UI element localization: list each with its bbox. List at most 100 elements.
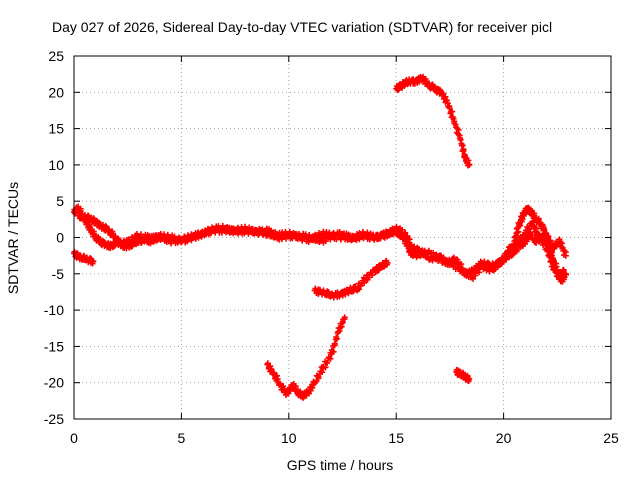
y-tick-label: 20 (48, 84, 64, 100)
series-late-spike (511, 204, 569, 285)
data-point-marker (440, 90, 447, 97)
chart-title: Day 027 of 2026, Sidereal Day-to-day VTE… (52, 19, 552, 35)
data-point-marker (562, 252, 569, 259)
plot-data (71, 73, 569, 401)
data-point-marker (449, 113, 456, 120)
x-tick-label: 25 (603, 430, 619, 446)
data-point-marker (338, 320, 345, 327)
x-tick-label: 0 (70, 430, 78, 446)
data-point-marker (454, 256, 461, 263)
data-point-marker (364, 229, 371, 236)
data-point-marker (470, 275, 477, 282)
data-point-marker (110, 230, 117, 237)
data-point-marker (322, 364, 329, 371)
data-point-marker (456, 132, 463, 139)
data-point-marker (457, 136, 464, 143)
series-main-track-b (75, 210, 415, 249)
data-point-marker (248, 225, 255, 232)
series-mid-rise (311, 257, 391, 301)
data-point-marker (343, 234, 350, 241)
data-point-marker (465, 157, 472, 164)
data-point-marker (429, 257, 436, 264)
data-point-marker (466, 376, 473, 383)
data-point-marker (442, 93, 449, 100)
data-point-marker (466, 161, 473, 168)
data-point-marker (560, 267, 567, 274)
data-point-marker (544, 241, 551, 248)
data-point-marker (513, 233, 520, 240)
data-point-marker (481, 258, 488, 265)
y-axis-label: SDTVAR / TECUs (5, 182, 21, 294)
data-point-marker (399, 226, 406, 233)
data-point-marker (267, 363, 274, 370)
data-point-marker (550, 257, 557, 264)
data-point-marker (322, 238, 329, 245)
data-point-marker (426, 80, 433, 87)
data-point-marker (292, 230, 299, 237)
y-tick-label: -15 (44, 338, 64, 354)
series-high-arc (393, 73, 473, 169)
data-point-marker (376, 235, 383, 242)
data-point-marker (562, 270, 569, 277)
data-point-marker (357, 283, 364, 290)
data-point-marker (268, 366, 275, 373)
data-point-marker (460, 147, 467, 154)
data-point-marker (184, 238, 191, 245)
data-point-marker (320, 287, 327, 294)
data-point-marker (515, 228, 522, 235)
y-tick-label: 25 (48, 48, 64, 64)
y-tick-label: -20 (44, 375, 64, 391)
data-point-marker (274, 376, 281, 383)
data-point-marker (90, 258, 97, 265)
data-point-marker (309, 384, 316, 391)
x-tick-label: 20 (496, 430, 512, 446)
data-point-marker (325, 289, 332, 296)
data-point-marker (464, 271, 471, 278)
y-tick-label: 15 (48, 121, 64, 137)
data-point-marker (546, 246, 553, 253)
y-tick-label: 5 (56, 193, 64, 209)
data-point-marker (387, 230, 394, 237)
x-tick-label: 5 (178, 430, 186, 446)
data-point-marker (330, 348, 337, 355)
x-tick-label: 15 (388, 430, 404, 446)
y-tick-label: -25 (44, 411, 64, 427)
data-point-marker (419, 247, 426, 254)
data-point-marker (424, 251, 431, 258)
data-point-marker (459, 265, 466, 272)
data-point-marker (323, 360, 330, 367)
data-point-marker (195, 234, 202, 241)
data-point-marker (309, 237, 316, 244)
data-point-marker (327, 355, 334, 362)
data-point-marker (331, 342, 338, 349)
data-point-marker (171, 233, 178, 240)
y-tick-label: -5 (52, 266, 65, 282)
y-tick-label: 0 (56, 230, 64, 246)
data-point-marker (446, 103, 453, 110)
data-point-marker (542, 230, 549, 237)
data-point-marker (366, 274, 373, 281)
data-point-marker (393, 223, 400, 230)
data-point-marker (333, 335, 340, 342)
data-point-marker (402, 229, 409, 236)
data-point-marker (339, 319, 346, 326)
y-tick-label: -10 (44, 302, 64, 318)
data-point-marker (384, 259, 391, 266)
data-point-marker (404, 232, 411, 239)
data-point-marker (443, 97, 450, 104)
data-point-marker (476, 264, 483, 271)
data-point-marker (341, 314, 348, 321)
data-point-marker (503, 256, 510, 263)
data-point-marker (319, 369, 326, 376)
data-point-marker (548, 252, 555, 259)
data-point-marker (270, 369, 277, 376)
series-late-small (453, 366, 473, 385)
data-point-marker (452, 121, 459, 128)
data-point-marker (342, 291, 349, 298)
y-tick-label: 10 (48, 157, 64, 173)
data-point-marker (106, 226, 113, 233)
data-point-marker (449, 108, 456, 115)
data-point-marker (559, 244, 566, 251)
data-point-marker (361, 279, 368, 286)
